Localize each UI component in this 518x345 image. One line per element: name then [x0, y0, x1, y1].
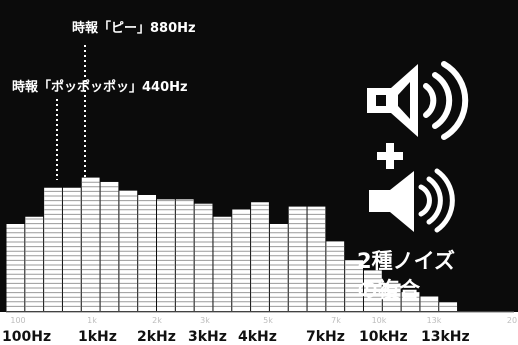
caption-line-1: 2種ノイズ	[357, 249, 455, 273]
bar-10	[194, 203, 213, 311]
frequency-label-0: 100Hz	[2, 329, 51, 345]
bar-1	[25, 216, 44, 311]
bar-17	[326, 241, 345, 311]
bar-22	[420, 296, 439, 311]
bar-23	[439, 302, 458, 311]
speaker-loud-icon	[367, 61, 469, 140]
frequency-label-7: 13kHz	[421, 329, 470, 345]
bar-12	[232, 209, 251, 311]
x-tick-4: 5k	[263, 316, 273, 325]
x-tick-5: 7k	[331, 316, 341, 325]
bar-16	[307, 206, 326, 311]
caption-line-2: の複合	[357, 278, 421, 302]
x-tick-3: 3k	[200, 316, 210, 325]
frequency-label-5: 7kHz	[306, 329, 345, 345]
bar-2	[44, 187, 62, 311]
annotation-880hz: 時報「ピー」880Hz	[72, 20, 196, 36]
bar-18	[345, 260, 363, 311]
bar-0	[6, 224, 25, 311]
bar-21	[401, 292, 420, 311]
bar-8	[157, 199, 175, 311]
frequency-labels: 100Hz 1kHz 2kHz 3kHz 4kHz 7kHz 10kHz 13kHz	[2, 329, 470, 345]
x-tick-1: 1k	[87, 316, 97, 325]
bar-14	[269, 224, 288, 311]
bar-15	[288, 206, 307, 311]
bar-4	[81, 177, 100, 311]
speaker-icon	[369, 168, 455, 233]
frequency-label-6: 10kHz	[359, 329, 408, 345]
x-tick-7: 13k	[427, 316, 442, 325]
bar-11	[213, 216, 232, 311]
bar-20	[382, 283, 401, 311]
x-axis-ticks: 100 1k 2k 3k 5k 7k 10k 13k 20	[10, 316, 517, 325]
annotation-440hz: 時報「ポッポッポッ」440Hz	[12, 79, 188, 95]
x-tick-6: 10k	[372, 316, 387, 325]
bar-5	[100, 181, 119, 311]
bar-19	[363, 270, 382, 311]
frequency-label-4: 4kHz	[238, 329, 277, 345]
x-tick-0: 100	[10, 316, 25, 325]
x-tick-8: 20	[507, 316, 517, 325]
x-tick-2: 2k	[152, 316, 162, 325]
bar-9	[175, 199, 194, 311]
bar-7	[138, 195, 157, 311]
frequency-label-1: 1kHz	[78, 329, 117, 345]
spectrum-bars	[6, 177, 458, 311]
frequency-label-2: 2kHz	[137, 329, 176, 345]
bar-3	[62, 187, 81, 311]
bar-6	[119, 190, 138, 311]
bar-13	[251, 202, 269, 311]
frequency-label-3: 3kHz	[188, 329, 227, 345]
plus-icon	[377, 143, 403, 169]
